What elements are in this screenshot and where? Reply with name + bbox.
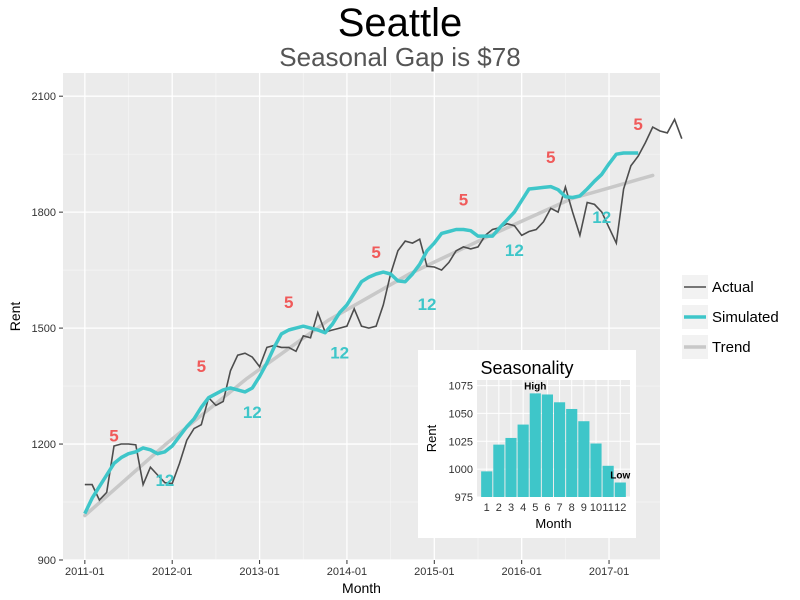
y-tick-label: 900 bbox=[38, 555, 56, 567]
legend-label: Trend bbox=[712, 339, 751, 356]
peak-marker-label: 5 bbox=[109, 426, 118, 445]
trough-marker-label: 12 bbox=[243, 403, 262, 422]
inset-x-tick-label: 7 bbox=[557, 502, 563, 514]
chart-title: Seattle bbox=[337, 1, 463, 45]
y-tick-label: 2100 bbox=[32, 91, 56, 103]
x-tick-label: 2015-01 bbox=[414, 566, 454, 578]
peak-marker-label: 5 bbox=[459, 191, 468, 210]
inset-x-tick-label: 2 bbox=[496, 502, 502, 514]
peak-marker-label: 5 bbox=[284, 293, 293, 312]
inset-y-tick-label: 1025 bbox=[449, 436, 473, 448]
inset-x-tick-label: 8 bbox=[569, 502, 575, 514]
trough-marker-label: 12 bbox=[330, 343, 349, 362]
inset-bar bbox=[493, 444, 505, 497]
x-tick-label: 2013-01 bbox=[239, 566, 279, 578]
inset-y-tick-label: 1000 bbox=[449, 464, 473, 476]
y-tick-label: 1800 bbox=[32, 207, 56, 219]
inset-bar bbox=[541, 394, 553, 497]
trough-marker-label: 12 bbox=[505, 241, 524, 260]
inset-bar bbox=[554, 402, 566, 497]
inset-bar bbox=[602, 465, 614, 497]
inset-x-tick-label: 4 bbox=[520, 502, 526, 514]
inset-bar bbox=[590, 443, 602, 497]
x-tick-label: 2016-01 bbox=[501, 566, 541, 578]
legend-label: Actual bbox=[712, 279, 754, 296]
x-tick-label: 2014-01 bbox=[327, 566, 367, 578]
peak-marker-label: 5 bbox=[371, 243, 380, 262]
y-axis-label: Rent bbox=[7, 302, 23, 332]
trough-marker-label: 12 bbox=[155, 471, 174, 490]
series-simulated-line bbox=[83, 151, 639, 515]
inset-bar bbox=[614, 482, 626, 497]
inset-x-tick-label: 9 bbox=[581, 502, 587, 514]
inset-x-tick-label: 1 bbox=[484, 502, 490, 514]
x-axis-label: Month bbox=[342, 580, 381, 596]
inset-bar bbox=[578, 421, 590, 497]
legend-label: Simulated bbox=[712, 309, 779, 326]
inset-x-tick-label: 10 bbox=[590, 502, 602, 514]
inset-annotation: High bbox=[524, 381, 546, 392]
inset-y-tick-label: 1075 bbox=[449, 381, 473, 393]
inset-bar bbox=[517, 424, 529, 497]
peak-marker-label: 5 bbox=[546, 148, 555, 167]
inset-x-tick-label: 12 bbox=[614, 502, 626, 514]
x-tick-label: 2017-01 bbox=[589, 566, 629, 578]
inset-bar bbox=[481, 471, 493, 497]
trough-marker-label: 12 bbox=[418, 295, 437, 314]
inset-x-axis-label: Month bbox=[535, 516, 571, 531]
chart-subtitle: Seasonal Gap is $78 bbox=[279, 42, 521, 72]
inset-x-tick-label: 3 bbox=[508, 502, 514, 514]
inset-x-tick-label: 5 bbox=[532, 502, 538, 514]
inset-x-tick-label: 11 bbox=[602, 502, 613, 514]
inset-y-tick-label: 975 bbox=[455, 492, 473, 504]
peak-marker-label: 5 bbox=[197, 357, 206, 376]
inset-y-tick-label: 1050 bbox=[449, 408, 473, 420]
x-tick-label: 2011-01 bbox=[65, 566, 105, 578]
inset-y-axis-label: Rent bbox=[424, 424, 439, 452]
series-actual-line bbox=[84, 117, 683, 502]
peak-marker-label: 5 bbox=[633, 115, 642, 134]
inset-bar bbox=[505, 437, 517, 497]
series-trend-line bbox=[83, 173, 655, 518]
y-tick-label: 1500 bbox=[32, 323, 56, 335]
inset-x-tick-label: 6 bbox=[544, 502, 550, 514]
x-tick-label: 2012-01 bbox=[152, 566, 192, 578]
inset-title: Seasonality bbox=[480, 358, 573, 378]
inset-bar bbox=[529, 393, 541, 497]
inset-bar bbox=[566, 408, 578, 497]
trough-marker-label: 12 bbox=[592, 208, 611, 227]
inset-annotation: Low bbox=[610, 471, 630, 482]
y-tick-label: 1200 bbox=[32, 439, 56, 451]
